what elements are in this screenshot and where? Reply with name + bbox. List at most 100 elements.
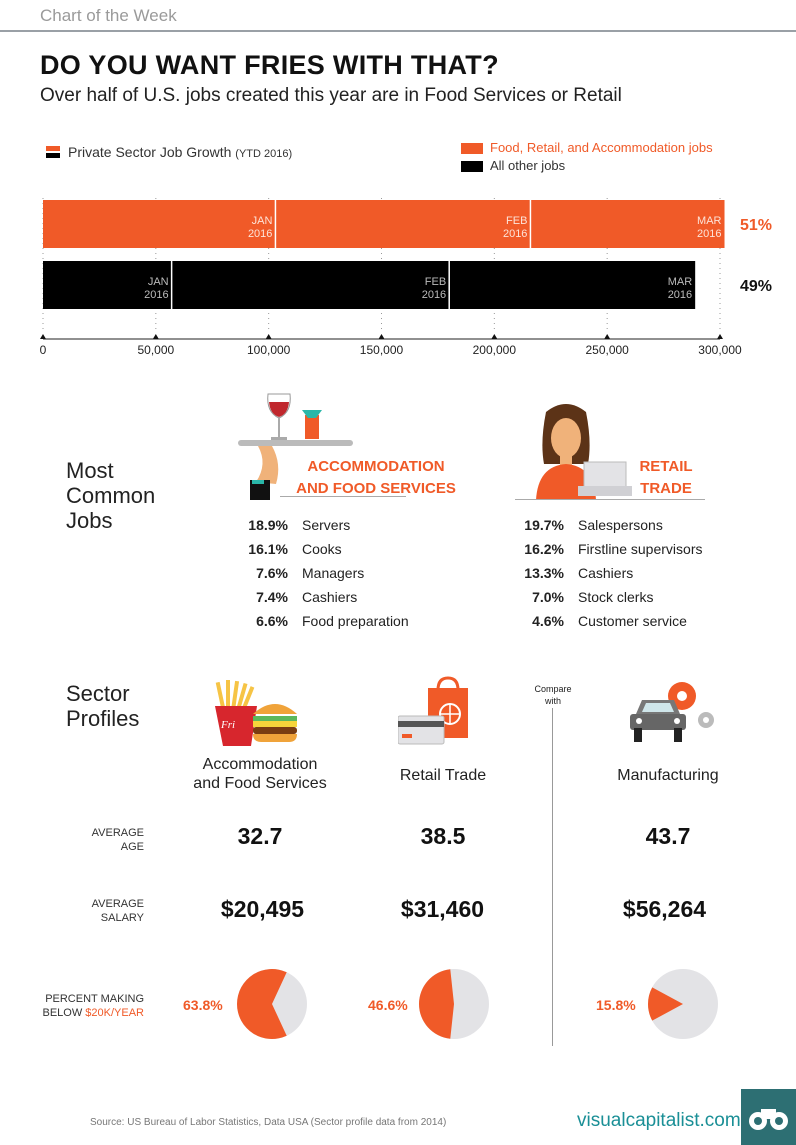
jobs-heading-line: Most bbox=[66, 458, 114, 483]
job-percent: 4.6% bbox=[532, 613, 564, 629]
compare-divider bbox=[552, 708, 553, 1046]
page-subtitle: Over half of U.S. jobs created this year… bbox=[40, 85, 622, 106]
list-item: 13.3% Cashiers bbox=[514, 565, 702, 589]
retail-sector-title: RETAIL TRADE bbox=[620, 456, 712, 500]
top-bar-rule bbox=[0, 0, 796, 32]
profile-name-line: and Food Services bbox=[193, 775, 327, 792]
series-share-label: 49% bbox=[740, 278, 772, 295]
profile-name-line: Accommodation bbox=[202, 756, 318, 773]
list-item: 7.6% Managers bbox=[238, 565, 409, 589]
food-sector-title-line: AND FOOD SERVICES bbox=[296, 480, 456, 497]
list-item: 4.6% Customer service bbox=[514, 613, 702, 637]
row-label-salary: AVERAGE SALARY bbox=[60, 897, 144, 925]
segment-month-label: MAR bbox=[668, 276, 693, 288]
salary-retail: $31,460 bbox=[400, 896, 485, 922]
x-axis-tick-label: 300,000 bbox=[698, 343, 742, 357]
mixed-legend-icon bbox=[46, 146, 60, 158]
retail-title-rule bbox=[515, 499, 705, 500]
bar-segment bbox=[449, 261, 696, 309]
x-axis-tick-label: 0 bbox=[40, 343, 47, 357]
segment-year-label: 2016 bbox=[503, 228, 527, 240]
jobs-heading-line: Common bbox=[66, 483, 156, 508]
list-item: 18.9% Servers bbox=[238, 517, 409, 541]
retail-jobs-list: 19.7% Salespersons 16.2% Firstline supervi… bbox=[514, 517, 702, 637]
profile-name-manufacturing: Manufacturing bbox=[617, 767, 719, 784]
pie-food bbox=[237, 969, 307, 1039]
job-name: Cashiers bbox=[578, 565, 634, 581]
binoculars-logo-icon bbox=[741, 1089, 796, 1145]
profiles-heading-line: Sector bbox=[66, 681, 130, 706]
x-axis-tick bbox=[491, 334, 498, 339]
list-item: 6.6% Food preparation bbox=[238, 613, 409, 637]
profile-name-food: Accommodation and Food Services bbox=[170, 755, 350, 793]
jobs-heading: Most Common Jobs bbox=[66, 458, 155, 533]
profiles-heading: Sector Profiles bbox=[66, 681, 139, 731]
svg-text:Fri: Fri bbox=[220, 719, 235, 731]
food-sector-title-line: ACCOMMODATION bbox=[307, 458, 445, 475]
pie-retail bbox=[419, 969, 489, 1039]
salary-manufacturing: $56,264 bbox=[622, 896, 707, 922]
pie-highlight-slice bbox=[237, 969, 287, 1039]
job-name: Salespersons bbox=[578, 517, 663, 533]
legend-label-food: Food, Retail, and Accommodation jobs bbox=[490, 140, 713, 155]
list-item: 16.2% Firstline supervisors bbox=[514, 541, 702, 565]
job-name: Cooks bbox=[302, 541, 342, 557]
segment-year-label: 2016 bbox=[668, 289, 692, 301]
x-axis-tick-label: 250,000 bbox=[585, 343, 629, 357]
row-label-age: AVERAGE AGE bbox=[60, 826, 144, 854]
bar-segment bbox=[171, 261, 450, 309]
bar-segment bbox=[43, 261, 172, 309]
compare-line: with bbox=[544, 696, 561, 706]
job-percent: 7.0% bbox=[532, 589, 564, 605]
brand-link[interactable]: visualcapitalist.com bbox=[577, 1110, 741, 1131]
job-percent: 13.3% bbox=[524, 565, 564, 581]
kicker: Chart of the Week bbox=[40, 6, 177, 25]
bar-segment bbox=[275, 200, 531, 248]
tray-with-drinks-icon bbox=[238, 393, 353, 500]
list-item: 7.0% Stock clerks bbox=[514, 589, 702, 613]
segment-month-label: MAR bbox=[697, 215, 722, 227]
food-jobs-list: 18.9% Servers 16.1% Cooks 7.6% Managers 7.4… bbox=[238, 517, 409, 637]
segment-month-label: JAN bbox=[148, 276, 169, 288]
x-axis-tick-label: 100,000 bbox=[247, 343, 291, 357]
compare-with-label: Compare with bbox=[523, 683, 583, 707]
top-bar bbox=[0, 0, 796, 32]
profile-name-retail: Retail Trade bbox=[399, 767, 487, 784]
jobs-heading-line: Jobs bbox=[66, 508, 113, 533]
x-axis-tick-label: 150,000 bbox=[360, 343, 404, 357]
job-name: Cashiers bbox=[302, 589, 358, 605]
legend-swatch-food bbox=[461, 143, 483, 154]
job-name: Managers bbox=[302, 565, 365, 581]
bar-segment bbox=[530, 200, 725, 248]
segment-year-label: 2016 bbox=[144, 289, 168, 301]
retail-sector-title-line: TRADE bbox=[640, 480, 692, 497]
segment-month-label: JAN bbox=[252, 215, 273, 227]
page-title: DO YOU WANT FRIES WITH THAT? bbox=[40, 50, 499, 80]
fries-and-burger-icon: Fri bbox=[215, 680, 297, 746]
segment-year-label: 2016 bbox=[422, 289, 446, 301]
shopping-bag-and-card-icon bbox=[398, 676, 468, 745]
job-name: Stock clerks bbox=[578, 589, 654, 605]
row-label-prefix: BELOW bbox=[42, 1007, 86, 1019]
row-label-line: AGE bbox=[120, 841, 144, 853]
x-axis-tick bbox=[40, 334, 46, 339]
pie-label-manufacturing: 15.8% bbox=[596, 997, 636, 1013]
segment-year-label: 2016 bbox=[697, 228, 721, 240]
x-axis-tick bbox=[717, 334, 723, 339]
food-sector-title: ACCOMMODATION AND FOOD SERVICES bbox=[286, 456, 466, 500]
pie-highlight-slice bbox=[419, 969, 454, 1039]
series-share-label: 51% bbox=[740, 217, 772, 234]
compare-line: Compare bbox=[534, 684, 572, 694]
row-label-line: AVERAGE bbox=[91, 827, 144, 839]
legend-label-other: All other jobs bbox=[490, 158, 566, 173]
segment-year-label: 2016 bbox=[248, 228, 272, 240]
x-axis-tick bbox=[604, 334, 611, 339]
job-name: Food preparation bbox=[302, 613, 409, 629]
age-manufacturing: 43.7 bbox=[645, 823, 691, 849]
list-item: 19.7% Salespersons bbox=[514, 517, 702, 541]
pie-manufacturing bbox=[648, 969, 718, 1039]
job-percent: 19.7% bbox=[524, 517, 564, 533]
row-label-line: SALARY bbox=[100, 912, 144, 924]
job-percent: 16.1% bbox=[248, 541, 288, 557]
